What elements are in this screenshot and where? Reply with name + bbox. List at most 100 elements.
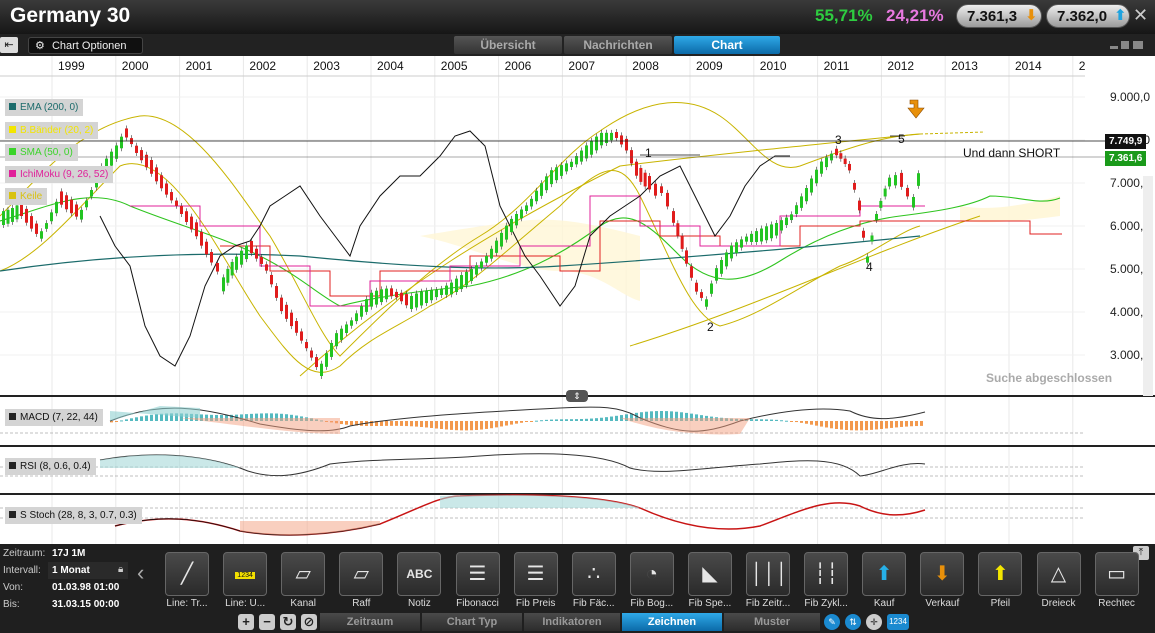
candle-body	[345, 324, 348, 333]
bid-price-button[interactable]: 7.361,3 ⬇	[956, 4, 1042, 28]
tab-chart-typ[interactable]: Chart Typ	[422, 613, 522, 631]
legend-ichimoku[interactable]: IchiMoku (9, 26, 52)	[5, 166, 114, 183]
close-icon[interactable]: ✕	[1133, 5, 1149, 25]
macd-histogram-bar	[785, 420, 788, 422]
arrow-icon: ⬆	[992, 563, 1009, 585]
bis-label: Bis:	[3, 599, 20, 610]
tool-arrow[interactable]: ⬆	[978, 552, 1023, 596]
zoom-in-button[interactable]: +	[238, 614, 254, 630]
intervall-value[interactable]: 1 Monat	[48, 562, 128, 579]
macd-histogram-bar	[600, 417, 603, 421]
tool-fib-arc[interactable]: ◔	[629, 552, 674, 596]
minimize-icon[interactable]	[1110, 46, 1118, 49]
candle-body	[515, 213, 518, 226]
legend-ema[interactable]: EMA (200, 0)	[5, 99, 84, 116]
tool-buy-arrow[interactable]: ⬆	[862, 552, 907, 596]
tool-channel[interactable]: ▱	[281, 552, 326, 596]
tool-trend-line[interactable]: ╱	[165, 552, 209, 596]
candle-body	[430, 290, 433, 301]
candle-body	[230, 261, 234, 276]
tab-muster[interactable]: Muster	[724, 613, 820, 631]
tab-indikatoren[interactable]: Indikatoren	[524, 613, 620, 631]
candle-body	[575, 156, 578, 165]
macd-histogram-bar	[555, 419, 558, 421]
tool-fib-fan[interactable]: ∴	[571, 552, 616, 596]
zeitraum-value[interactable]: 17J 1M	[52, 548, 86, 559]
candle-body	[170, 192, 173, 201]
year-tick: 2000	[122, 59, 149, 73]
restore-icon[interactable]	[1121, 41, 1129, 49]
tab-nachrichten[interactable]: Nachrichten	[564, 36, 672, 54]
tool-note[interactable]: ABC	[397, 552, 442, 596]
legend-keile[interactable]: Keile	[5, 188, 48, 205]
price-tag-current: 7.361,6	[1105, 151, 1147, 166]
tab-uebersicht[interactable]: Übersicht	[454, 36, 562, 54]
candle-body	[245, 245, 248, 260]
legend-sma[interactable]: SMA (50, 0)	[5, 144, 78, 161]
candle-body	[848, 163, 851, 171]
legend-swatch-icon	[9, 126, 16, 133]
macd-histogram-bar	[755, 419, 758, 421]
year-tick: 2005	[441, 59, 468, 73]
lock-icon[interactable]: 🔒︎	[118, 564, 124, 575]
tool-fib-price[interactable]: ☰	[513, 552, 558, 596]
chart-canvas[interactable]: 1999 2000 2001 2002 2003 2004 2005 2006 2007 2008…	[0, 56, 1155, 544]
chart-options-button[interactable]: ⚙ Chart Optionen	[28, 37, 143, 54]
maximize-icon[interactable]	[1133, 41, 1143, 49]
updown-icon[interactable]: ⇅	[845, 614, 861, 630]
candle-body	[525, 205, 528, 212]
candle-body	[120, 136, 123, 149]
collapse-sidebar-icon[interactable]: ⇤	[0, 37, 18, 53]
clear-button[interactable]: ⊘	[301, 614, 317, 630]
tab-zeichnen[interactable]: Zeichnen	[622, 613, 722, 631]
sell-marker-icon[interactable]	[907, 99, 925, 119]
candle-body	[150, 160, 153, 174]
candle-body	[615, 132, 618, 138]
tool-triangle[interactable]: △	[1036, 552, 1081, 596]
candle-body	[870, 235, 874, 242]
tool-fib-time[interactable]: │││	[746, 552, 790, 596]
tool-rectangle[interactable]: ▭	[1094, 552, 1139, 596]
candle-body	[690, 266, 693, 278]
pane-label-rsi[interactable]: RSI (8, 0.6, 0.4)	[5, 458, 96, 475]
crosshair-icon[interactable]: ✛	[866, 614, 882, 630]
pane-label-stoch[interactable]: S Stoch (28, 8, 3, 0.7, 0.3)	[5, 507, 142, 524]
chart-scrollbar[interactable]	[1143, 176, 1153, 396]
wedge-line-lower	[629, 215, 981, 347]
ask-price-button[interactable]: 7.362,0 ⬆	[1046, 4, 1130, 28]
zoom-out-button[interactable]: −	[259, 614, 275, 630]
tool-fibonacci[interactable]: ☰	[455, 552, 500, 596]
bis-value[interactable]: 31.03.15 00:00	[52, 599, 120, 610]
tool-raff-channel[interactable]: ▱	[339, 552, 384, 596]
macd-histogram-bar	[165, 413, 168, 421]
legend-bollinger[interactable]: B.Bänder (20, 2)	[5, 122, 99, 139]
candle-body	[115, 145, 118, 159]
pencil-icon[interactable]: ✎	[824, 614, 840, 630]
year-axis: 1999 2000 2001 2002 2003 2004 2005 2006 2007 2008…	[0, 59, 1086, 77]
count-badge[interactable]: 1234	[887, 614, 909, 630]
candle-body	[883, 188, 887, 197]
scroll-left-icon[interactable]: ‹	[137, 560, 145, 585]
tab-chart[interactable]: Chart	[674, 36, 780, 54]
macd-histogram-bar	[775, 419, 778, 421]
refresh-button[interactable]: ↻	[280, 614, 296, 630]
macd-histogram-bar	[400, 421, 403, 426]
tool-fib-cycle[interactable]: ┆┆	[804, 552, 849, 596]
tool-sell-arrow[interactable]: ⬇	[920, 552, 965, 596]
macd-histogram-bar	[205, 414, 208, 421]
tab-zeitraum[interactable]: Zeitraum	[320, 613, 420, 631]
von-value[interactable]: 01.03.98 01:00	[52, 582, 120, 593]
tool-fib-speed[interactable]: ◣	[687, 552, 732, 596]
macd-histogram-bar	[840, 421, 843, 430]
wave-label-2: 2	[707, 320, 714, 334]
pane-label-macd[interactable]: MACD (7, 22, 44)	[5, 409, 103, 426]
year-tick: 2008	[632, 59, 659, 73]
candle-body	[676, 223, 680, 236]
macd-histogram-bar	[640, 412, 643, 421]
pane-splitter-handle[interactable]	[566, 390, 588, 402]
annotation-text[interactable]: Und dann SHORT	[963, 146, 1061, 160]
tool-horizontal-line[interactable]: 1234	[223, 552, 268, 596]
macd-area	[180, 418, 340, 434]
macd-histogram-bar	[870, 421, 873, 430]
macd-histogram-bar	[230, 414, 233, 421]
